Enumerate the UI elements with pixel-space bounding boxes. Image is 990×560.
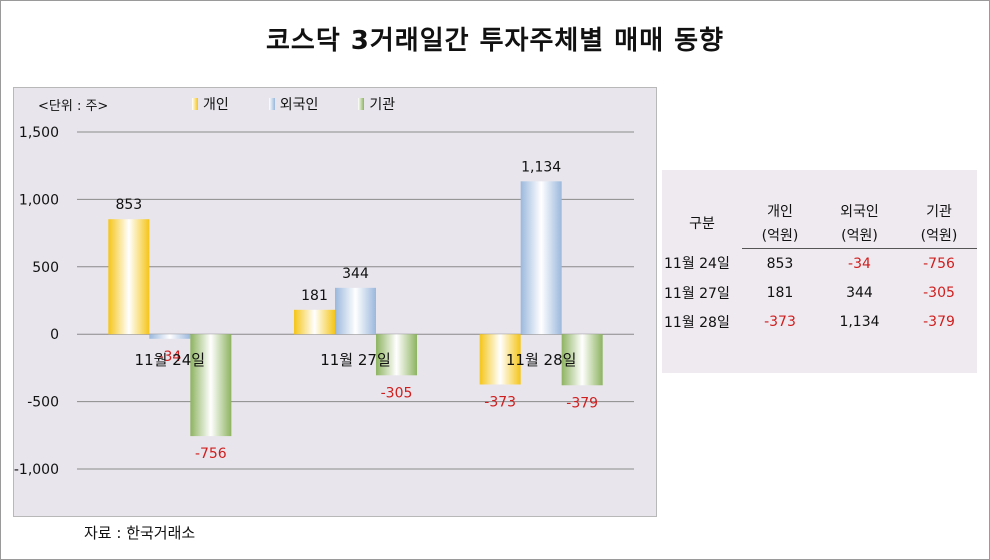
category-label: 11월 24일 — [135, 351, 206, 369]
table-row-label: 11월 28일 — [664, 314, 730, 331]
table-cell: -305 — [923, 284, 955, 301]
table-header-unit: (억원) — [817, 224, 901, 249]
bar-institution — [376, 334, 417, 376]
table-header-unit-row: (억원) (억원) (억원) — [662, 224, 977, 249]
bar-individual — [108, 219, 150, 335]
legend-label-institution: 기관 — [369, 97, 396, 113]
data-label: 1,134 — [521, 159, 561, 175]
table-row: 11월 27일 181 344 -305 — [662, 278, 977, 307]
table-cell: -379 — [923, 313, 955, 330]
bar-institution — [561, 334, 603, 386]
table-header-unit: (억원) — [742, 224, 818, 249]
category-label: 11월 28일 — [506, 351, 577, 369]
data-label: 344 — [342, 266, 369, 282]
y-tick-label: -1,000 — [14, 462, 59, 478]
legend-label-individual: 개인 — [203, 97, 229, 113]
table-row: 11월 24일 853 -34 -756 — [662, 249, 977, 279]
data-label: 853 — [115, 197, 142, 213]
summary-table: 구분 개인 외국인 기관 (억원) (억원) (억원) 11월 24일 853 … — [662, 200, 977, 336]
table-row: 11월 28일 -373 1,134 -379 — [662, 307, 977, 336]
table-cell: 1,134 — [839, 313, 880, 330]
table-header-institution: 기관 — [926, 204, 952, 220]
legend-swatch-institution — [358, 98, 365, 110]
source-note: 자료 : 한국거래소 — [84, 524, 196, 542]
chart-legend: 개인 외국인 기관 — [192, 94, 435, 114]
table-header-row: 구분 개인 외국인 기관 — [662, 200, 977, 232]
y-tick-label: 1,000 — [19, 192, 59, 208]
category-label: 11월 27일 — [320, 351, 391, 369]
unit-label: <단위 : 주> — [38, 99, 109, 114]
bar-individual — [294, 309, 335, 335]
legend-label-foreign: 외국인 — [279, 97, 319, 113]
table-cell: 853 — [766, 255, 794, 272]
legend-swatch-foreign — [268, 98, 275, 110]
y-tick-label: 500 — [32, 260, 59, 276]
bar-foreign — [335, 287, 376, 335]
table-cell: 344 — [846, 284, 873, 301]
table-cell: -756 — [923, 255, 955, 272]
table-header-label: 구분 — [689, 216, 715, 233]
legend-item-individual: 개인 — [192, 94, 229, 114]
bar-foreign — [149, 334, 191, 339]
data-label: -305 — [381, 385, 413, 401]
legend-item-foreign: 외국인 — [268, 94, 319, 114]
table-row-label: 11월 24일 — [664, 256, 730, 273]
chart-area: 1,500 1,000 500 0 -500 -1,000 853 -34 -756 11월 24… — [13, 87, 657, 517]
y-tick-label: -500 — [27, 395, 59, 411]
bar-individual — [479, 334, 521, 385]
table-header-individual: 개인 — [767, 204, 793, 220]
summary-table-panel: 구분 개인 외국인 기관 (억원) (억원) (억원) 11월 24일 853 … — [662, 170, 977, 373]
y-tick-label: 0 — [50, 327, 59, 343]
page-title: 코스닥 3거래일간 투자주체별 매매 동향 — [265, 26, 725, 56]
table-row-label: 11월 27일 — [664, 285, 730, 302]
table-cell: 181 — [766, 284, 794, 301]
data-label: -379 — [566, 395, 598, 411]
data-label: -373 — [484, 394, 516, 410]
data-label: -756 — [195, 446, 227, 462]
bar-chart: 1,500 1,000 500 0 -500 -1,000 853 -34 -756 11월 24… — [14, 125, 634, 478]
legend-swatch-individual — [192, 98, 198, 110]
data-label: -34 — [158, 349, 181, 365]
legend-item-institution: 기관 — [358, 94, 395, 114]
bar-institution — [190, 334, 232, 437]
table-cell: -34 — [848, 255, 871, 272]
table-header-foreign: 외국인 — [840, 204, 879, 220]
table-header-unit: (억원) — [901, 224, 977, 249]
bar-foreign — [520, 181, 562, 335]
table-cell: -373 — [764, 313, 796, 330]
y-tick-label: 1,500 — [19, 125, 59, 141]
data-label: 181 — [301, 288, 328, 304]
